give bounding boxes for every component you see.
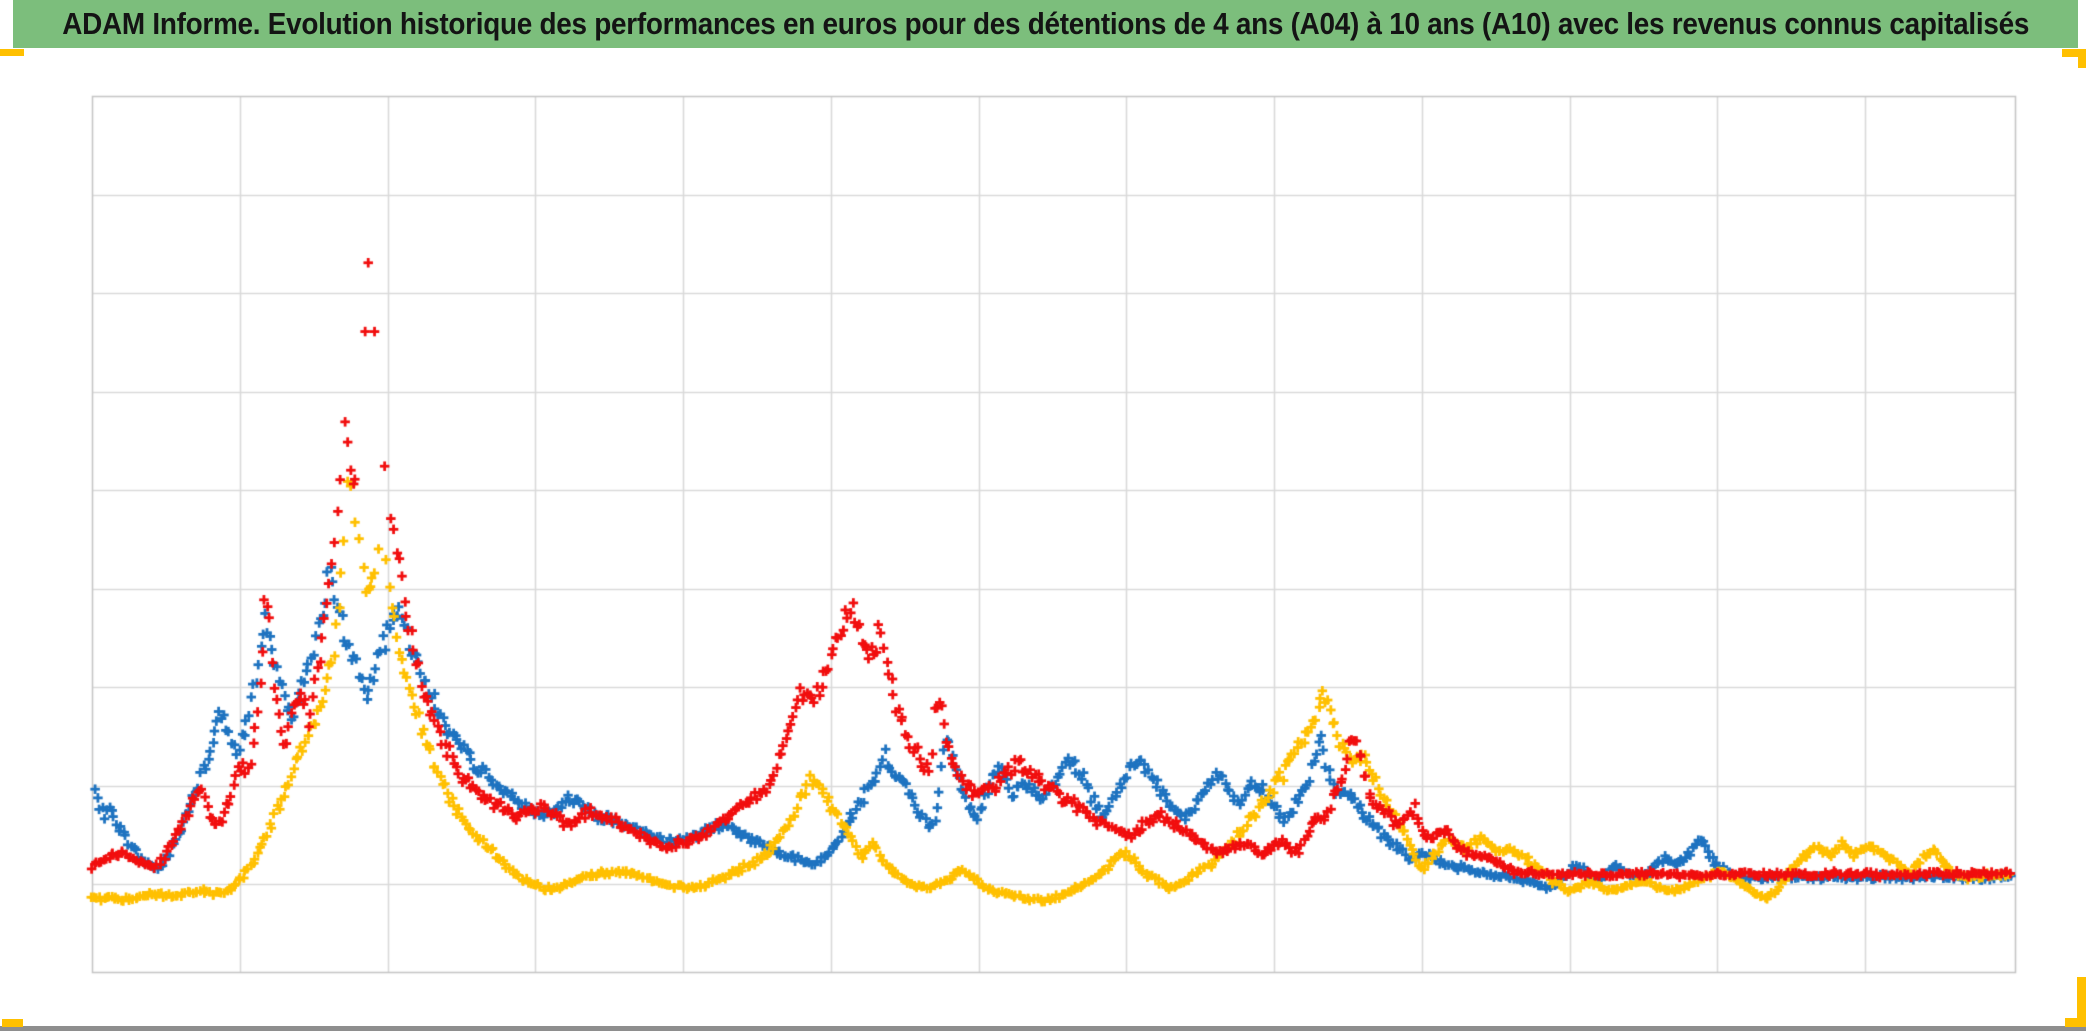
corner-accent-top-right-h — [2062, 49, 2086, 57]
scatter-chart — [0, 48, 2086, 1008]
title-bar: ADAM Informe. Evolution historique des p… — [13, 0, 2078, 48]
corner-accent-bottom-right-v — [2077, 977, 2086, 1027]
bottom-bar — [0, 1026, 2086, 1031]
scatter-plot-canvas — [0, 48, 2086, 1008]
corner-accent-top-left — [0, 49, 24, 56]
corner-accent-bottom-left — [2, 1019, 23, 1027]
corner-accent-top-right-v — [2078, 49, 2086, 68]
page-title: ADAM Informe. Evolution historique des p… — [62, 6, 2029, 41]
corner-accent-bottom-right-h — [2065, 1018, 2086, 1027]
